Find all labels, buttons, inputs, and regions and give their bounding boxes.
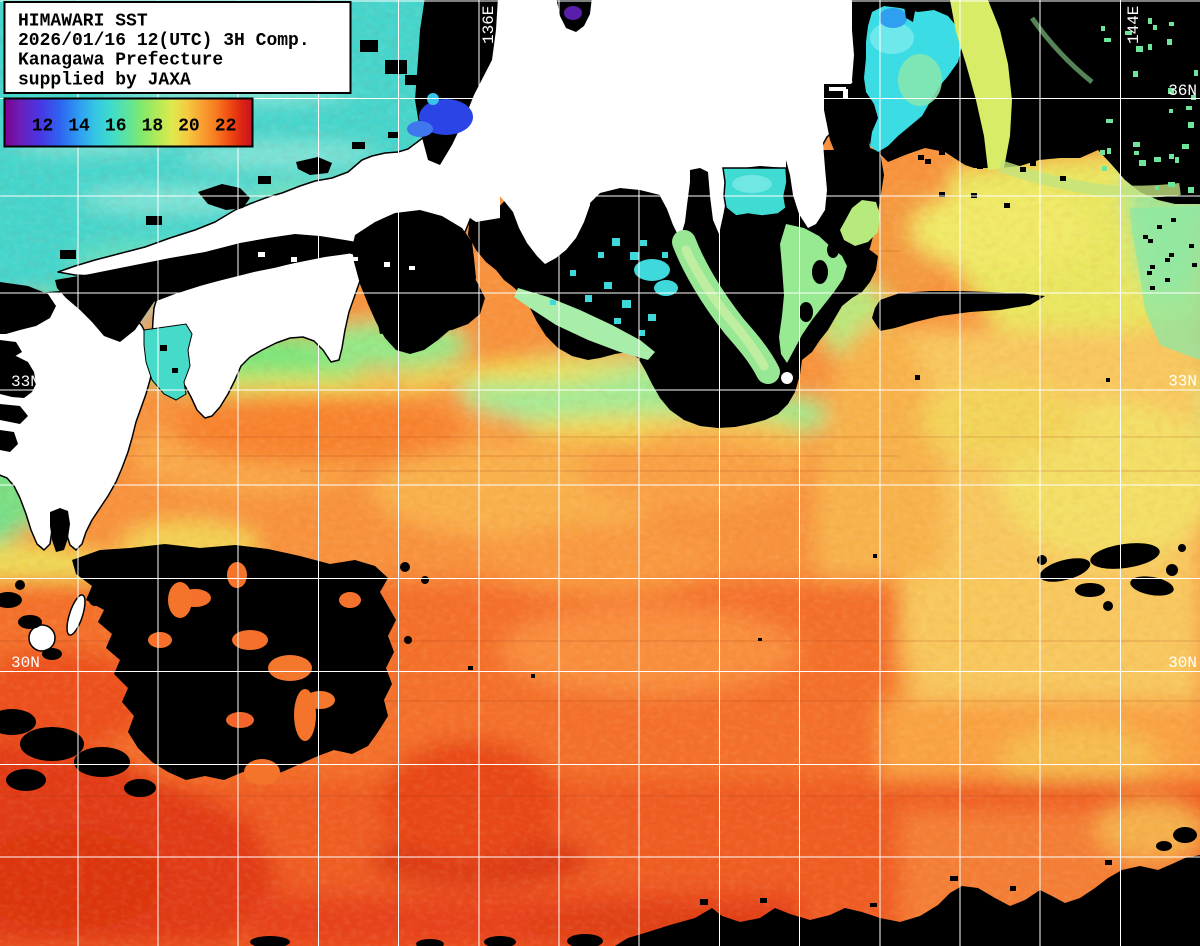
svg-text:144E: 144E bbox=[1125, 6, 1143, 44]
svg-text:20: 20 bbox=[178, 117, 200, 137]
svg-text:36N: 36N bbox=[1168, 82, 1197, 100]
svg-text:136E: 136E bbox=[480, 6, 498, 44]
svg-text:30N: 30N bbox=[1168, 654, 1197, 672]
svg-text:18: 18 bbox=[142, 117, 164, 137]
svg-text:supplied by JAXA: supplied by JAXA bbox=[18, 71, 191, 91]
svg-text:12: 12 bbox=[32, 117, 54, 137]
svg-text:HIMAWARI SST: HIMAWARI SST bbox=[18, 12, 148, 32]
svg-text:16: 16 bbox=[105, 117, 127, 137]
svg-text:30N: 30N bbox=[11, 654, 40, 672]
svg-text:22: 22 bbox=[215, 117, 237, 137]
svg-text:2026/01/16 12(UTC) 3H Comp.: 2026/01/16 12(UTC) 3H Comp. bbox=[18, 31, 310, 51]
svg-text:33N: 33N bbox=[11, 373, 40, 391]
svg-text:Kanagawa Prefecture: Kanagawa Prefecture bbox=[18, 51, 223, 71]
svg-text:33N: 33N bbox=[1168, 373, 1197, 391]
svg-text:14: 14 bbox=[68, 117, 90, 137]
